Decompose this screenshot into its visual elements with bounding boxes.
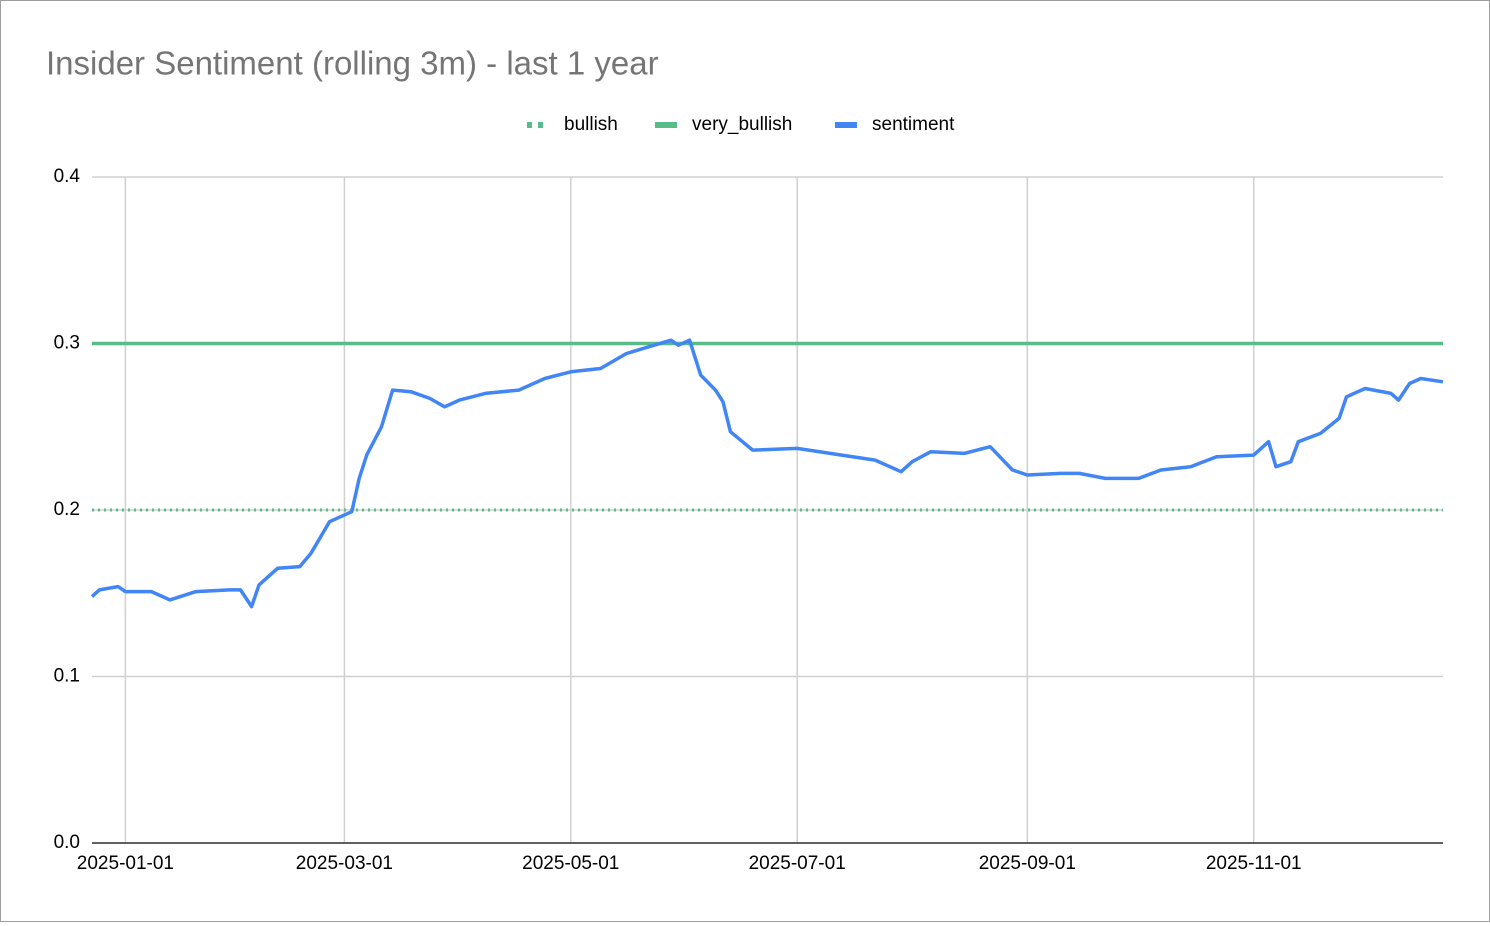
y-tick-label: 0.2	[54, 499, 80, 520]
y-tick-label: 0.0	[54, 832, 80, 853]
x-tick-label: 2025-03-01	[296, 853, 393, 874]
x-tick-label: 2025-01-01	[77, 853, 174, 874]
legend-label: bullish	[564, 114, 618, 135]
y-tick-label: 0.4	[54, 166, 81, 187]
y-tick-label: 0.1	[54, 666, 80, 687]
x-tick-label: 2025-09-01	[979, 853, 1076, 874]
x-tick-label: 2025-05-01	[522, 853, 619, 874]
chart-title: Insider Sentiment (rolling 3m) - last 1 …	[46, 45, 659, 82]
x-tick-label: 2025-11-01	[1206, 853, 1302, 874]
legend-label: very_bullish	[692, 114, 792, 135]
x-tick-label: 2025-07-01	[749, 853, 846, 874]
line-series	[90, 338, 1444, 609]
legend-label: sentiment	[872, 114, 955, 135]
y-tick-label: 0.3	[54, 333, 80, 354]
